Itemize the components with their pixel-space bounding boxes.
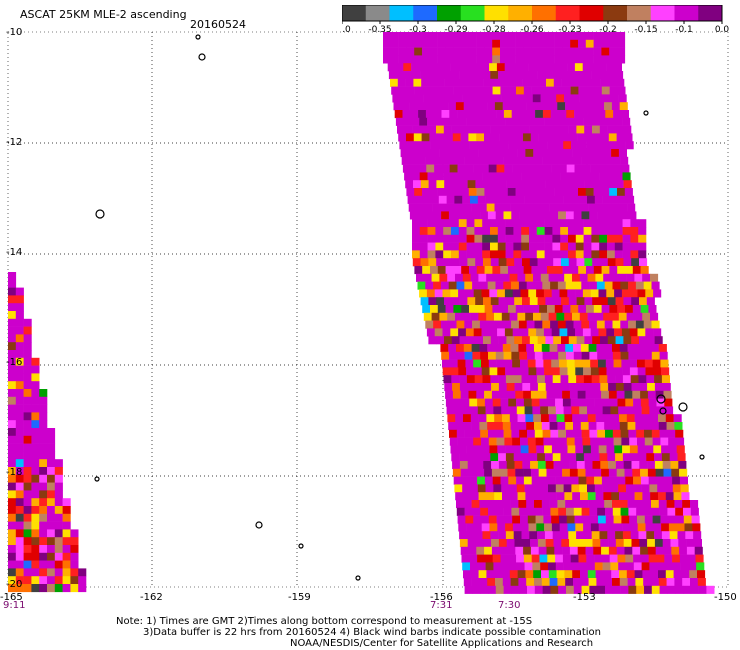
x-tick-label: -165 — [0, 592, 23, 603]
x-tick-label: -162 — [140, 592, 163, 603]
map-date: 20160524 — [190, 18, 246, 31]
legend-swatch — [674, 5, 699, 21]
legend-swatch — [603, 5, 628, 21]
color-legend: -1.0 -0.35 -0.3 -0.29 -0.28 -0.26 -0.23 -0.2 -0.… — [342, 5, 730, 33]
legend-swatch — [342, 5, 367, 21]
time-label: 7:31 — [430, 600, 453, 611]
time-label: 9:11 — [3, 600, 26, 611]
footnote-line-3: NOAA/NESDIS/Center for Satellite Applica… — [290, 638, 594, 649]
y-tick-label: -16 — [6, 357, 23, 368]
legend-swatch — [508, 5, 533, 21]
legend-label: -0.3 — [409, 25, 427, 33]
time-label: 7:30 — [498, 600, 521, 611]
legend-swatch — [365, 5, 390, 21]
swath-main — [383, 32, 715, 594]
legend-label: -0.2 — [599, 25, 617, 33]
legend-label: -1.0 — [342, 25, 351, 33]
legend-label: -0.29 — [444, 25, 468, 33]
legend-swatch — [627, 5, 652, 21]
legend-swatch — [555, 5, 580, 21]
legend-label: -0.26 — [520, 25, 544, 33]
legend-label: -0.28 — [482, 25, 506, 33]
legend-swatch — [698, 5, 723, 21]
legend-label: -0.1 — [675, 25, 693, 33]
x-tick-label: -159 — [288, 592, 311, 603]
x-tick-label: -156 — [430, 592, 453, 603]
y-tick-label: -12 — [6, 137, 23, 148]
swath-left — [8, 272, 87, 593]
legend-swatch — [413, 5, 438, 21]
legend-swatch — [532, 5, 557, 21]
x-tick-label: -153 — [573, 592, 596, 603]
legend-swatch — [650, 5, 675, 21]
legend-swatch — [460, 5, 485, 21]
y-tick-label: -20 — [6, 579, 23, 590]
legend-swatch — [484, 5, 509, 21]
legend-swatch — [579, 5, 604, 21]
map-title: ASCAT 25KM MLE-2 ascending — [20, 8, 187, 21]
y-tick-label: -10 — [6, 27, 23, 38]
legend-swatch — [389, 5, 414, 21]
legend-label: -0.23 — [558, 25, 581, 33]
legend-swatch — [437, 5, 462, 21]
footnote-line-1: Note: 1) Times are GMT 2)Times along bot… — [116, 616, 533, 627]
island-outlines — [94, 34, 705, 581]
legend-label: 0.0 — [715, 25, 730, 33]
footnote-line-2: 3)Data buffer is 22 hrs from 20160524 4)… — [143, 627, 601, 638]
y-tick-label: -18 — [6, 467, 23, 478]
legend-label: -0.35 — [368, 25, 391, 33]
legend-label: -0.15 — [634, 25, 657, 33]
y-tick-label: -14 — [6, 247, 23, 258]
x-tick-label: -150 — [714, 592, 737, 603]
